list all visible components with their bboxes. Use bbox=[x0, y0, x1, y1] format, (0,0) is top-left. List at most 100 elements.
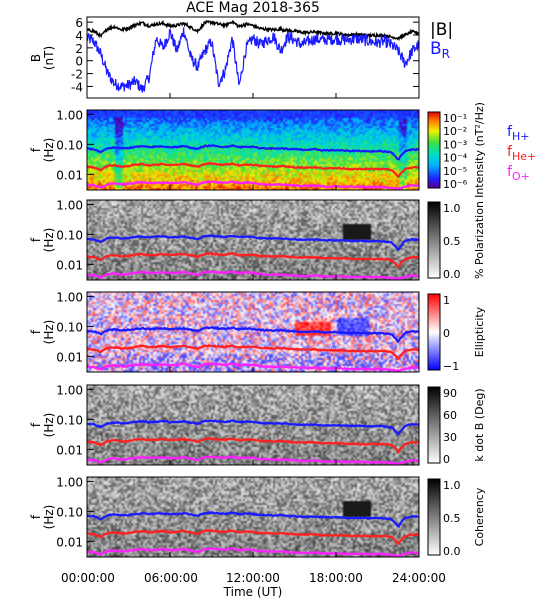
fHe-gyrofrequency-line bbox=[87, 161, 419, 178]
xtick-label-00: 00:00:00 bbox=[61, 571, 115, 585]
legend-f-1: fHe+ bbox=[507, 144, 536, 163]
fH-gyrofrequency-line bbox=[87, 326, 419, 344]
colorbar-label: % Polarization bbox=[473, 201, 486, 279]
panel-yunit: (Hz) bbox=[42, 320, 56, 345]
ytick-label: 1.00 bbox=[56, 198, 83, 212]
colorbar-tick-label: 10⁻¹ bbox=[443, 112, 467, 125]
colorbar bbox=[427, 386, 441, 464]
p0-ytick-label: -2 bbox=[71, 68, 83, 82]
colorbar-tick-label: 10⁻³ bbox=[443, 138, 467, 151]
fO-gyrofrequency-line bbox=[87, 362, 419, 372]
p0-ytick-label: 6 bbox=[75, 16, 83, 30]
colorbar-label: Coherency bbox=[473, 487, 486, 546]
fO-gyrofrequency-line bbox=[87, 546, 419, 557]
colorbar-tick-label: 1.0 bbox=[443, 202, 461, 215]
colorbar-tick-label: −1 bbox=[443, 360, 459, 373]
p0-ytick-label: -4 bbox=[71, 80, 83, 94]
fHe-gyrofrequency-line bbox=[87, 343, 419, 361]
ytick-label: 0.10 bbox=[56, 228, 83, 242]
colorbar-tick-label: 1 bbox=[443, 294, 450, 307]
fH-gyrofrequency-line bbox=[87, 419, 419, 436]
ytick-label: 0.01 bbox=[56, 535, 83, 549]
colorbar-tick-label: 90 bbox=[443, 387, 457, 400]
ytick-label: 0.01 bbox=[56, 443, 83, 457]
fHe-gyrofrequency-line bbox=[87, 251, 419, 268]
colorbar bbox=[427, 201, 441, 279]
ytick-label: 1.00 bbox=[56, 383, 83, 397]
colorbar-tick-label: 1.0 bbox=[443, 479, 461, 492]
fHe-gyrofrequency-line bbox=[87, 528, 419, 545]
panel-yunit: (Hz) bbox=[42, 228, 56, 253]
p0-ytick-label: 4 bbox=[75, 29, 83, 43]
colorbar-tick-label: 0 bbox=[443, 453, 450, 466]
xtick-label-06: 06:00:00 bbox=[144, 571, 198, 585]
fO-gyrofrequency-line bbox=[87, 270, 419, 280]
colorbar-tick-label: 0.5 bbox=[443, 235, 461, 248]
spectrogram-panel-2: 1.00 0.10 0.01 f (Hz) 1.0 0.5 0.0 % Polarization bbox=[29, 198, 486, 281]
colorbar-tick-label: 10⁻⁵ bbox=[443, 165, 467, 178]
b-radial-line bbox=[87, 27, 419, 93]
colorbar-tick-label: 0.0 bbox=[443, 545, 461, 558]
colorbar-tick-label: 0.5 bbox=[443, 512, 461, 525]
colorbar-tick-label: 10⁻² bbox=[443, 125, 467, 138]
ytick-label: 1.00 bbox=[56, 290, 83, 304]
ytick-label: 0.01 bbox=[56, 168, 83, 182]
colorbar bbox=[427, 478, 441, 556]
fO-gyrofrequency-line bbox=[87, 454, 419, 465]
ytick-label: 0.01 bbox=[56, 350, 83, 364]
legend-b-magnitude: |B| bbox=[430, 20, 453, 40]
spectrogram-panels: 1.000.100.01f (Hz)10⁻¹10⁻²10⁻³10⁻⁴10⁻⁵10⁻… bbox=[29, 102, 536, 558]
ytick-label: 1.00 bbox=[56, 108, 83, 122]
panel-yunit: (Hz) bbox=[42, 505, 56, 530]
fHe-gyrofrequency-line bbox=[87, 437, 419, 455]
legend-f-2: fO+ bbox=[507, 164, 530, 183]
xtick-label-12: 12:00:00 bbox=[226, 571, 280, 585]
time-axis: 00:00:00 06:00:00 12:00:00 18:00:00 24:0… bbox=[61, 571, 446, 599]
colorbar-tick-label: 0.0 bbox=[443, 268, 461, 281]
fO-gyrofrequency-line bbox=[87, 180, 419, 190]
panel-ylabel: f bbox=[29, 147, 43, 152]
colorbar-label: Intensity (nT²/Hz) bbox=[473, 102, 486, 198]
spectrogram-panel-5: 1.00 0.10 0.01 f (Hz) 1.0 0.5 0.0 Coherency bbox=[29, 475, 486, 558]
xtick-label-18: 18:00:00 bbox=[309, 571, 363, 585]
ytick-label: 0.01 bbox=[56, 258, 83, 272]
p0-ytick-label: 2 bbox=[75, 42, 83, 56]
spectrogram-image bbox=[87, 477, 419, 557]
p0-ylabel: B bbox=[29, 54, 43, 62]
spectrogram-image bbox=[87, 110, 419, 190]
panel-ylabel: f bbox=[29, 237, 43, 242]
ytick-label: 0.10 bbox=[56, 505, 83, 519]
fH-gyrofrequency-line bbox=[87, 511, 419, 528]
xtick-label-24: 24:00:00 bbox=[392, 571, 446, 585]
legend-b-radial-sub: R bbox=[442, 47, 450, 61]
colorbar bbox=[427, 111, 441, 189]
colorbar-tick-label: 60 bbox=[443, 409, 457, 422]
colorbar-label: Ellipticity bbox=[473, 306, 486, 357]
panel-ylabel: f bbox=[29, 514, 43, 519]
fH-gyrofrequency-line bbox=[87, 234, 419, 252]
legend-f-0: fH+ bbox=[507, 124, 529, 143]
xaxis-label: Time (UT) bbox=[223, 585, 283, 599]
legend-b-radial: BR bbox=[430, 39, 450, 61]
figure-title: ACE Mag 2018-365 bbox=[186, 0, 320, 16]
colorbar-label: k dot B (Deg) bbox=[473, 388, 486, 461]
panel-yunit: (Hz) bbox=[42, 138, 56, 163]
panel-ylabel: f bbox=[29, 422, 43, 427]
spectrogram-panel-3: 1.00 0.10 0.01 f (Hz) 1 0 −1 Ellipticity bbox=[29, 290, 486, 373]
legend-b-radial-main: B bbox=[430, 39, 442, 59]
fH-gyrofrequency-line bbox=[87, 143, 419, 161]
colorbar-tick-label: 0 bbox=[443, 327, 450, 340]
ytick-label: 0.10 bbox=[56, 320, 83, 334]
ytick-label: 0.10 bbox=[56, 413, 83, 427]
b-magnitude-line bbox=[87, 19, 419, 42]
panel-yunit: (Hz) bbox=[42, 413, 56, 438]
spectrogram-panel-4: 1.00 0.10 0.01 f (Hz) 90 60 30 0 k dot B (Deg) bbox=[29, 383, 486, 466]
p0-frame bbox=[86, 16, 420, 99]
colorbar-tick-label: 30 bbox=[443, 431, 457, 444]
ytick-label: 0.10 bbox=[56, 138, 83, 152]
colorbar bbox=[427, 293, 441, 371]
ytick-label: 1.00 bbox=[56, 475, 83, 489]
